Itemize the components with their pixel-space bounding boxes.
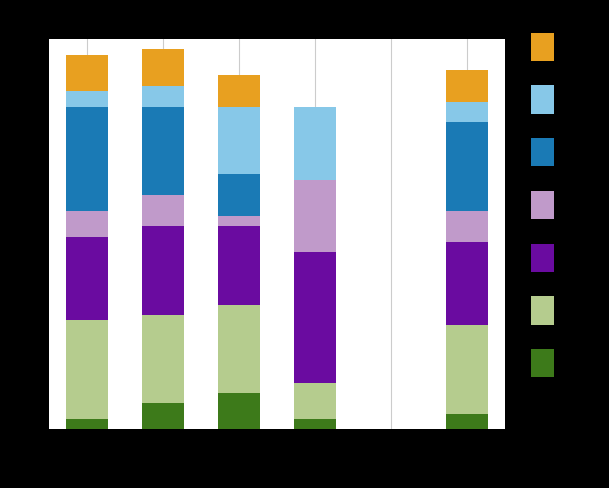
Bar	[218, 226, 260, 305]
Bar	[218, 305, 260, 393]
Bar	[294, 107, 336, 180]
Bar	[294, 419, 336, 429]
Bar	[218, 393, 260, 429]
Bar	[142, 315, 184, 404]
Bar	[142, 404, 184, 429]
Bar	[218, 76, 260, 107]
Bar	[218, 174, 260, 216]
Bar	[142, 107, 184, 195]
Bar	[294, 180, 336, 252]
Bar	[66, 237, 108, 320]
Bar	[142, 226, 184, 315]
Bar	[446, 70, 488, 102]
Bar	[446, 122, 488, 211]
Bar	[66, 91, 108, 107]
Bar	[66, 419, 108, 429]
Bar	[446, 414, 488, 429]
Bar	[66, 55, 108, 91]
Bar	[294, 252, 336, 383]
Bar	[218, 107, 260, 174]
Bar	[66, 211, 108, 237]
Bar	[142, 86, 184, 107]
Bar	[446, 242, 488, 325]
Bar	[66, 320, 108, 419]
Bar	[446, 325, 488, 414]
Bar	[142, 49, 184, 86]
Bar	[446, 102, 488, 122]
Bar	[446, 211, 488, 242]
Bar	[294, 383, 336, 419]
Bar	[66, 107, 108, 211]
Bar	[142, 195, 184, 226]
Bar	[218, 216, 260, 226]
